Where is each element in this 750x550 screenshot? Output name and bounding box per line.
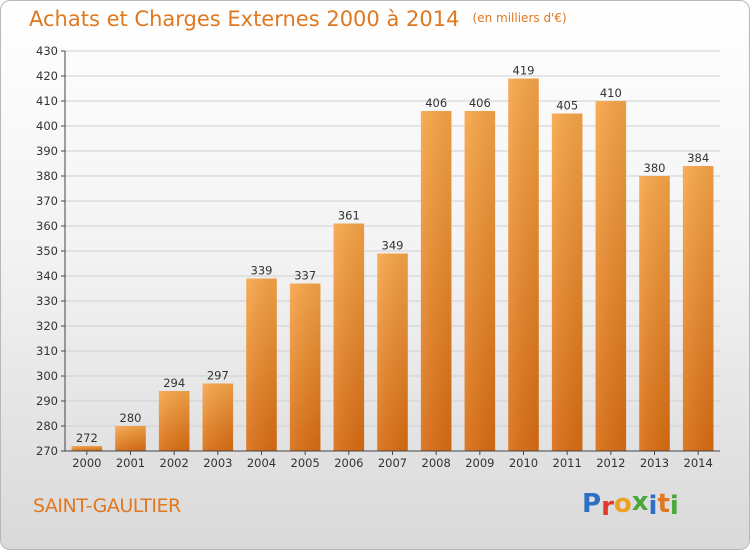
bar-shade	[464, 111, 496, 451]
logo-letter: i	[669, 491, 679, 521]
bar-shade	[289, 283, 321, 451]
bar-shade	[333, 223, 365, 451]
y-tick-label: 400	[36, 119, 58, 133]
title-row: Achats et Charges Externes 2000 à 2014 (…	[29, 7, 567, 31]
x-tick-label: 2012	[596, 456, 625, 470]
bar-shade	[639, 176, 670, 451]
y-tick-label: 370	[36, 194, 58, 208]
bar-value-label: 406	[469, 96, 491, 110]
x-tick-label: 2008	[422, 456, 451, 470]
y-tick-label: 350	[36, 244, 58, 258]
y-tick-label: 410	[36, 94, 58, 108]
logo-letter: o	[613, 489, 632, 519]
bar-value-label: 294	[163, 376, 185, 390]
bar-shade	[246, 278, 277, 451]
logo-letter: P	[582, 489, 602, 519]
y-tick-label: 280	[36, 419, 58, 433]
bar-value-label: 339	[251, 264, 273, 278]
x-tick-label: 2004	[247, 456, 276, 470]
bar-value-label: 406	[425, 96, 447, 110]
y-tick-label: 270	[36, 444, 58, 458]
bar-shade	[202, 383, 234, 451]
x-tick-label: 2005	[291, 456, 320, 470]
location-name: SAINT-GAULTIER	[33, 495, 181, 517]
x-tick-label: 2001	[116, 456, 145, 470]
bar-value-label: 349	[382, 239, 404, 253]
y-tick-label: 420	[36, 69, 58, 83]
logo-letter: x	[631, 487, 649, 517]
bar-shade	[377, 253, 408, 451]
y-tick-label: 360	[36, 219, 58, 233]
axis-layer: 270 280 290 300 310 320 330 340 350 360 370 380 390 4…	[36, 44, 720, 470]
bar-value-label: 405	[556, 99, 578, 113]
bar-value-label: 380	[644, 161, 666, 175]
x-tick-label: 2006	[334, 456, 363, 470]
y-tick-label: 340	[36, 269, 58, 283]
x-tick-label: 2014	[684, 456, 713, 470]
bar-shade	[420, 111, 452, 451]
bar-value-label: 337	[294, 269, 316, 283]
x-tick-label: 2007	[378, 456, 407, 470]
x-tick-label: 2002	[160, 456, 189, 470]
bar-shade	[551, 113, 583, 451]
logo-letter: i	[648, 491, 658, 521]
chart-subtitle: (en milliers d'€)	[472, 11, 567, 25]
bar-value-label: 280	[120, 411, 142, 425]
bars-layer: 272 280 294 297 339 337 361 349 406 406 419 405 410 3…	[71, 64, 714, 451]
x-tick-label: 2011	[553, 456, 582, 470]
y-tick-label: 290	[36, 394, 58, 408]
bar-value-label: 384	[687, 151, 709, 165]
x-tick-label: 2000	[72, 456, 101, 470]
y-tick-label: 390	[36, 144, 58, 158]
bar-value-label: 297	[207, 369, 229, 383]
bar-shade	[115, 426, 146, 451]
y-tick-label: 430	[36, 44, 58, 58]
bar-value-label: 361	[338, 209, 360, 223]
bar-shade	[595, 101, 627, 451]
x-tick-label: 2003	[203, 456, 232, 470]
chart-title: Achats et Charges Externes 2000 à 2014	[29, 7, 460, 31]
bar-value-label: 410	[600, 86, 622, 100]
bar-shade	[508, 78, 539, 451]
bar-value-label: 419	[513, 64, 535, 78]
y-tick-label: 330	[36, 294, 58, 308]
bar-shade	[158, 391, 190, 451]
proxiti-logo: Proxiti	[582, 487, 679, 523]
bar-value-label: 272	[76, 431, 98, 445]
logo-letter: r	[601, 492, 614, 522]
x-tick-label: 2010	[509, 456, 538, 470]
x-tick-label: 2013	[640, 456, 669, 470]
x-tick-label: 2009	[465, 456, 494, 470]
y-tick-label: 310	[36, 344, 58, 358]
y-tick-label: 300	[36, 369, 58, 383]
y-tick-label: 380	[36, 169, 58, 183]
y-tick-label: 320	[36, 319, 58, 333]
bar-shade	[682, 166, 714, 451]
bar-shade	[71, 446, 103, 451]
logo-letter: t	[657, 489, 670, 519]
